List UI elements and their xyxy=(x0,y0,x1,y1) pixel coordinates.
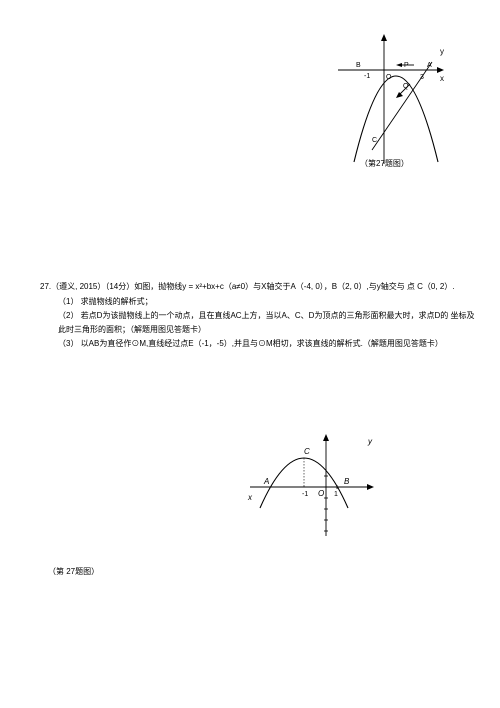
figure-top: y x B -1 O P A 3 Q C xyxy=(332,32,447,172)
problem-q3: （3） 以AB为直径作⊙M,直线经过点E（-1，-5）,并且与⊙M相切，求该直线… xyxy=(40,337,475,351)
problem-27: 27.（遵义, 2015）（14分）如图，抛物线y = x²+bx+c（a≠0）… xyxy=(40,280,475,352)
figure-top-svg: y x B -1 O P A 3 Q C xyxy=(332,32,447,172)
figure-top-caption: （第27题图） xyxy=(360,158,409,169)
point-p-label: P xyxy=(404,62,409,69)
problem-q1: （1） 求抛物线的解析式； xyxy=(40,295,475,309)
axis-x-bottom: x xyxy=(247,493,253,502)
point-c-bottom: C xyxy=(304,447,310,456)
axis-x-label: x xyxy=(440,74,444,83)
tick-three: 3 xyxy=(420,74,424,81)
point-q-label: Q xyxy=(403,83,409,90)
point-c-label: C xyxy=(372,137,377,144)
problem-q2: （2） 若点D为该抛物线上的一个动点，且在直线AC上方，当以A、C、D为顶点的三… xyxy=(40,309,475,336)
figure-bottom-svg: y x A B C O 1 -1 xyxy=(246,432,376,542)
tick-neg1-bottom: -1 xyxy=(302,491,308,498)
point-a-bottom: A xyxy=(263,477,269,486)
problem-header: 27.（遵义, 2015）（14分）如图，抛物线y = x²+bx+c（a≠0）… xyxy=(40,280,475,294)
point-b-bottom: B xyxy=(344,477,350,486)
tick-one-bottom: 1 xyxy=(334,491,338,498)
axis-y-bottom: y xyxy=(367,437,373,446)
tick-neg1: -1 xyxy=(364,73,370,80)
figure-bottom-caption: （第 27题图） xyxy=(48,566,99,577)
axis-y-label: y xyxy=(440,47,444,56)
point-a-label: A xyxy=(427,62,432,69)
point-b-label: B xyxy=(356,62,361,69)
point-o-bottom: O xyxy=(318,489,324,498)
figure-bottom: y x A B C O 1 -1 xyxy=(246,432,376,542)
point-o-label: O xyxy=(386,74,392,81)
